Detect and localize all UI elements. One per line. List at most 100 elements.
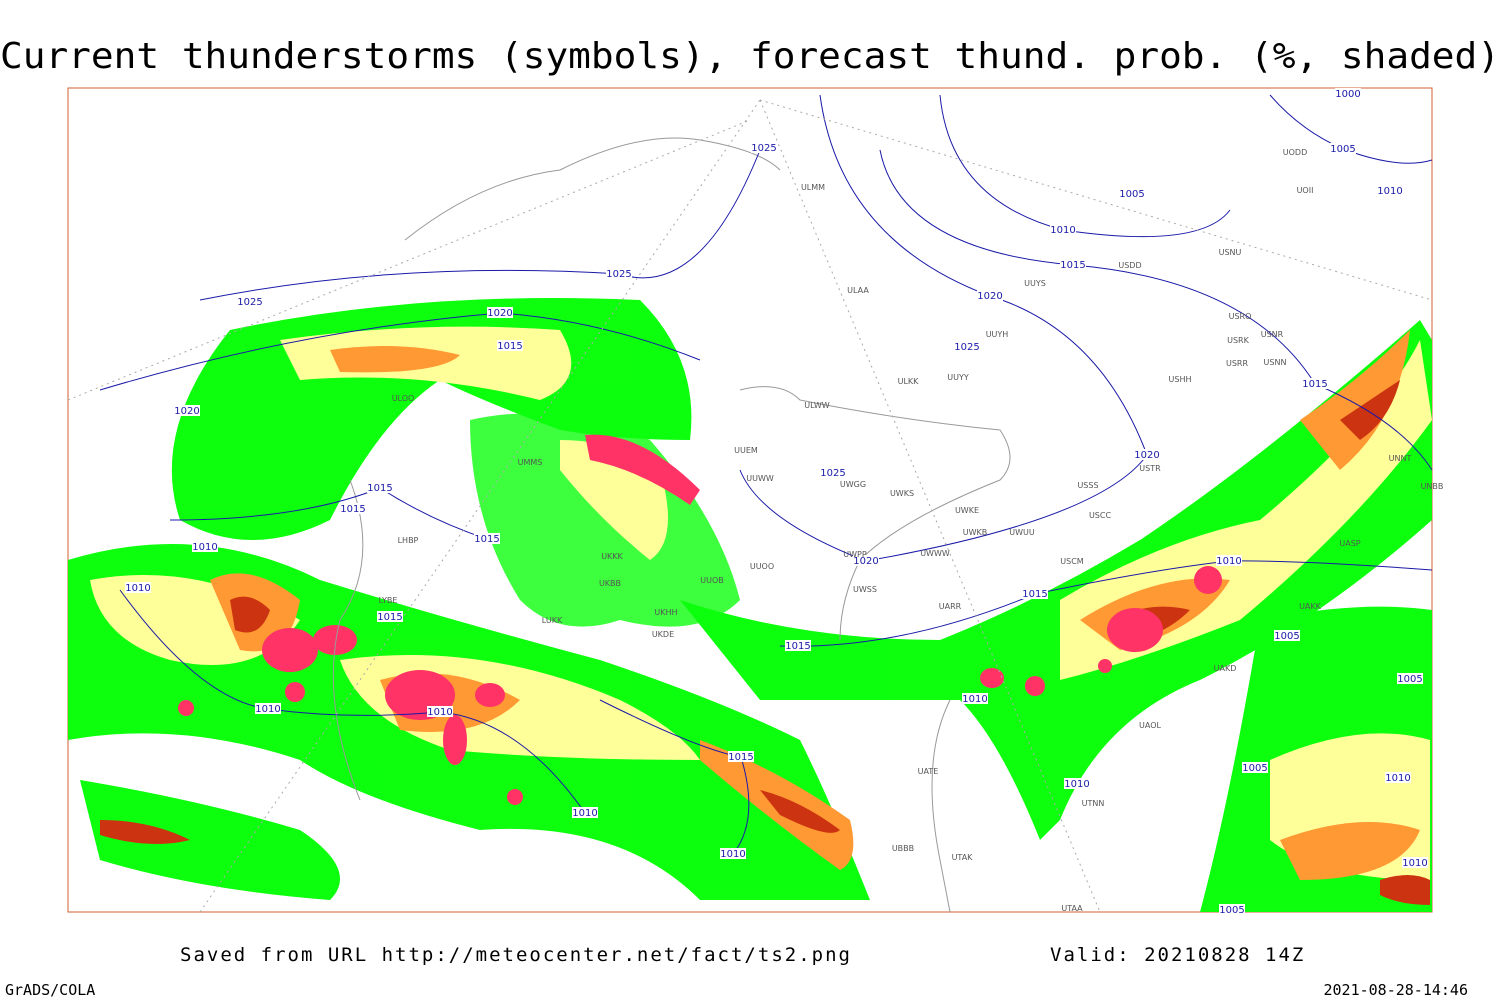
isobar-label-bg — [487, 307, 513, 318]
isobar-label-bg — [474, 533, 500, 544]
station-label: USSS — [1077, 481, 1098, 490]
station-label: ULKK — [898, 377, 920, 386]
isobar-label-bg — [340, 503, 366, 514]
isobar-label: 1010 — [192, 542, 217, 553]
isobar-label: 1015 — [1060, 260, 1085, 271]
station-label: UTAA — [1061, 904, 1083, 913]
station-label: UWKB — [963, 528, 988, 537]
isobar-label: 1025 — [606, 269, 631, 280]
isobar-label-bg — [751, 142, 777, 153]
station-label: UTAK — [952, 853, 974, 862]
station-label: USDD — [1118, 261, 1141, 270]
isobar-label: 1015 — [1022, 589, 1047, 600]
thunderstorm-symbols — [178, 434, 1222, 805]
isobar-label: 1015 — [785, 641, 810, 652]
station-label: ULWW — [804, 401, 829, 410]
isobar-label: 1020 — [174, 406, 199, 417]
isobar-label-bg — [1060, 259, 1086, 270]
isobar-label-bg — [1119, 188, 1145, 199]
isobar-label: 1010 — [427, 707, 452, 718]
isobar-label: 1015 — [497, 341, 522, 352]
station-label: UUYS — [1024, 279, 1046, 288]
isobar-label: 1010 — [1385, 773, 1410, 784]
isobar-label-bg — [367, 482, 393, 493]
isobar-label-bg — [1219, 904, 1245, 915]
isobar-label-bg — [174, 405, 200, 416]
isobar-label-bg — [954, 341, 980, 352]
map-area — [67, 87, 1433, 913]
station-label: UUOO — [750, 562, 774, 571]
isobar-label-bg — [1242, 762, 1268, 773]
isobar-label: 1015 — [340, 504, 365, 515]
station-label: UWUU — [1009, 528, 1035, 537]
isobar-label: 1010 — [1402, 858, 1427, 869]
station-label: UOII — [1297, 186, 1314, 195]
station-label: UASP — [1339, 539, 1360, 548]
isobar-label-bg — [125, 582, 151, 593]
isobar-label: 1000 — [1335, 89, 1360, 100]
isobar-label: 1015 — [367, 483, 392, 494]
station-label: UUYY — [947, 373, 969, 382]
station-label: USTR — [1139, 464, 1161, 473]
title: Current thunderstorms (symbols), forecas… — [0, 36, 1500, 77]
station-label: USRR — [1226, 359, 1248, 368]
valid-time: Valid: 20210828 14Z — [1050, 944, 1305, 966]
graticule — [67, 99, 1433, 913]
station-label: UUYH — [986, 330, 1009, 339]
isobar-label-bg — [962, 693, 988, 704]
isobar-label-bg — [572, 807, 598, 818]
isobar-label: 1010 — [572, 808, 597, 819]
station-label: UKHH — [654, 608, 677, 617]
isobar-label: 1010 — [125, 583, 150, 594]
isobar-label-bg — [1050, 224, 1076, 235]
isobar-label: 1015 — [728, 752, 753, 763]
isobar-labels: 1025102510251020101510201015101510101010… — [125, 88, 1428, 916]
station-label: UAKK — [1299, 602, 1322, 611]
isobar-label-bg — [728, 751, 754, 762]
station-label: UNNT — [1389, 454, 1412, 463]
isobar-label-bg — [1402, 857, 1428, 868]
isobar-label: 1025 — [820, 468, 845, 479]
station-label: USHH — [1169, 375, 1192, 384]
station-label: USNN — [1264, 358, 1287, 367]
station-label: USRO — [1229, 312, 1252, 321]
isobar-label-bg — [377, 611, 403, 622]
isobar-label-bg — [977, 290, 1003, 301]
isobar-label: 1005 — [1219, 905, 1244, 916]
station-label: UODD — [1283, 148, 1307, 157]
station-label: UMMS — [518, 458, 543, 467]
station-labels: ULMM ULAA UUYS USDD USNU UUYH ULKK UUYY ULWW UUEM… — [379, 148, 1444, 913]
isobar-label: 1025 — [237, 297, 262, 308]
station-label: ULMM — [801, 183, 825, 192]
isobar-label: 1015 — [377, 612, 402, 623]
station-label: UWKE — [955, 506, 979, 515]
station-label: USCM — [1060, 557, 1084, 566]
station-label: LHBP — [398, 536, 419, 545]
isobar-label-bg — [1274, 630, 1300, 641]
station-label: UWGG — [840, 480, 866, 489]
station-label: ULOO — [392, 394, 415, 403]
isobar-label: 1010 — [1050, 225, 1075, 236]
isobar-label: 1010 — [720, 849, 745, 860]
isobar-label-bg — [1385, 772, 1411, 783]
isobar-label: 1010 — [1377, 186, 1402, 197]
isobar-label: 1020 — [1134, 450, 1159, 461]
isobar-label: 1005 — [1397, 674, 1422, 685]
isobar-label: 1005 — [1119, 189, 1144, 200]
isobar-label-bg — [1330, 143, 1356, 154]
source-url: Saved from URL http://meteocenter.net/fa… — [180, 944, 852, 966]
station-label: UUEM — [734, 446, 758, 455]
isobar-label: 1025 — [751, 143, 776, 154]
isobar-label-bg — [1022, 588, 1048, 599]
isobar-label-bg — [497, 340, 523, 351]
station-label: UUWW — [746, 474, 774, 483]
station-label: LYBE — [379, 596, 398, 605]
station-label: UAKD — [1214, 664, 1237, 673]
station-label: UATE — [918, 767, 939, 776]
station-label: UNBB — [1421, 482, 1444, 491]
station-label: UTNN — [1082, 799, 1105, 808]
station-label: UWPP — [843, 550, 867, 559]
isobar-label-bg — [606, 268, 632, 279]
station-label: UWSS — [853, 585, 877, 594]
